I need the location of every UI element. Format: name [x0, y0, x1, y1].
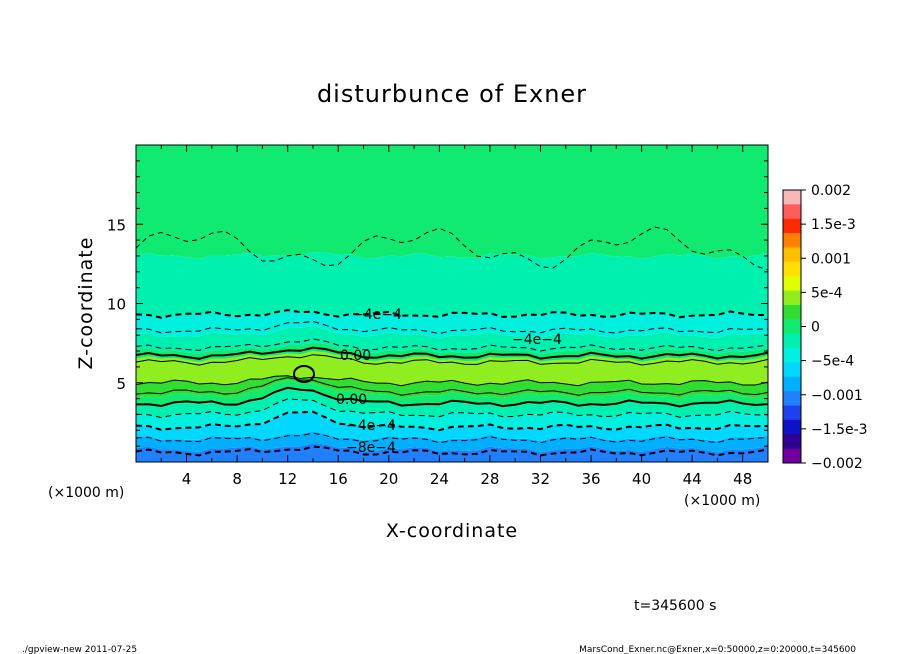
colorbar-swatch	[783, 405, 801, 421]
colorbar-swatch	[783, 319, 801, 335]
contour-line-4	[136, 354, 768, 366]
colorbar-swatch	[783, 362, 801, 378]
contour-label-neg4e4-a: −4e−4	[352, 307, 402, 323]
field-band-11	[136, 252, 768, 318]
field-band-1	[136, 431, 768, 453]
field-band-9	[136, 325, 768, 355]
colorbar-label: −0.001	[811, 388, 863, 404]
x-tick-label: 24	[430, 470, 449, 488]
contour-lines	[136, 226, 768, 457]
contour-line-8	[136, 398, 768, 419]
time-label: t=345600 s	[634, 598, 716, 614]
colorbar-swatch	[783, 333, 801, 349]
contour-line-7	[136, 386, 768, 408]
colorbar-swatch	[783, 218, 801, 234]
y-axis-label: Z-coordinate	[75, 237, 97, 370]
field-band-2	[136, 411, 768, 442]
x-tick-label: 8	[232, 470, 242, 488]
x-tick-label: 36	[581, 470, 600, 488]
x-tick-label: 44	[683, 470, 702, 488]
contour-line-0	[136, 309, 768, 319]
contour-label-group: −4e−4 −4e−4 0.00 0.00 −4e−4 −8e−4	[336, 307, 562, 456]
colorbar-swatch	[783, 391, 801, 407]
x-tick-label: 20	[379, 470, 398, 488]
colorbar-swatch	[783, 233, 801, 248]
contour-line-9	[136, 410, 768, 432]
x-axis-label: X-coordinate	[386, 520, 518, 542]
contour-line-upper	[136, 226, 768, 271]
y-tick-label: 5	[116, 375, 126, 393]
colorbar-swatch	[783, 247, 801, 263]
colorbar-swatch	[783, 304, 801, 320]
colorbar-label: −5e-4	[811, 354, 854, 370]
field-band-5	[136, 380, 768, 409]
chart-title: disturbunce of Exner	[317, 80, 587, 108]
colorbar-swatch	[783, 348, 801, 363]
x-tick-label: 12	[278, 470, 297, 488]
field-band-8	[136, 342, 768, 362]
footer-right: MarsCond_Exner.nc@Exner,x=0:50000,z=0:20…	[579, 645, 856, 654]
contour-label-neg4e4-c: −4e−4	[346, 418, 396, 434]
x-tick-label: 40	[632, 470, 651, 488]
colorbar-label: 1.5e-3	[811, 217, 856, 233]
contour-label-zero-a: 0.00	[340, 348, 371, 364]
field-band-6	[136, 375, 768, 399]
colorbar-swatch	[783, 448, 801, 464]
contour-label-neg4e4-b: −4e−4	[512, 332, 562, 348]
contour-line-3	[136, 346, 768, 360]
x-unit-right: (×1000 m)	[684, 493, 760, 509]
x-tick-label: 32	[531, 470, 550, 488]
x-tick-label: 48	[733, 470, 752, 488]
field-band-10	[136, 310, 768, 339]
y-axis: 5 10 15	[107, 144, 768, 463]
colorbar-swatch	[783, 190, 801, 205]
colorbar-label: 0.002	[811, 183, 851, 199]
contour-label-zero-b: 0.00	[336, 392, 367, 408]
field-band-3	[136, 398, 768, 431]
contour-label-neg8e4: −8e−4	[346, 440, 396, 456]
colorbar-swatch	[783, 276, 801, 292]
colorbar-swatch	[783, 419, 801, 435]
contour-line-10	[136, 432, 768, 444]
colorbar-swatch	[783, 434, 801, 450]
y-tick-label: 15	[107, 216, 126, 234]
x-unit-left: (×1000 m)	[48, 485, 124, 501]
colorbar-swatch	[783, 290, 801, 306]
colorbar-label: 0.001	[811, 251, 851, 267]
contour-line-5	[136, 375, 768, 387]
colorbar-label: −1.5e-3	[811, 422, 868, 438]
colorbar-swatch	[783, 261, 801, 277]
x-tick-label: 28	[480, 470, 499, 488]
contour-line-6	[136, 377, 768, 396]
x-axis: 4 8 12 16 20 24 28 32 36 40 44 48	[135, 145, 769, 488]
x-tick-label: 16	[329, 470, 348, 488]
field-band-4	[136, 389, 768, 418]
contour-line-11	[136, 445, 768, 457]
x-tick-label: 4	[182, 470, 192, 488]
plot-field	[136, 145, 768, 462]
y-tick-label: 10	[107, 296, 126, 314]
colorbar-label: 0	[811, 320, 820, 336]
contour-line-1	[136, 320, 768, 335]
colorbar-swatch	[783, 204, 801, 220]
colorbar-swatch	[783, 376, 801, 392]
field-band-12	[136, 145, 768, 259]
contour-line-2	[136, 338, 768, 352]
colorbar: 0.002 1.5e-3 0.001 5e-4 0 −5e-4 −0.001 −1.5e-3 −…	[782, 183, 868, 472]
colorbar-label: 5e-4	[811, 285, 843, 301]
closed-contour	[293, 365, 315, 383]
footer-left: ./gpview-new 2011-07-25	[22, 645, 137, 654]
colorbar-label: −0.002	[811, 456, 863, 472]
